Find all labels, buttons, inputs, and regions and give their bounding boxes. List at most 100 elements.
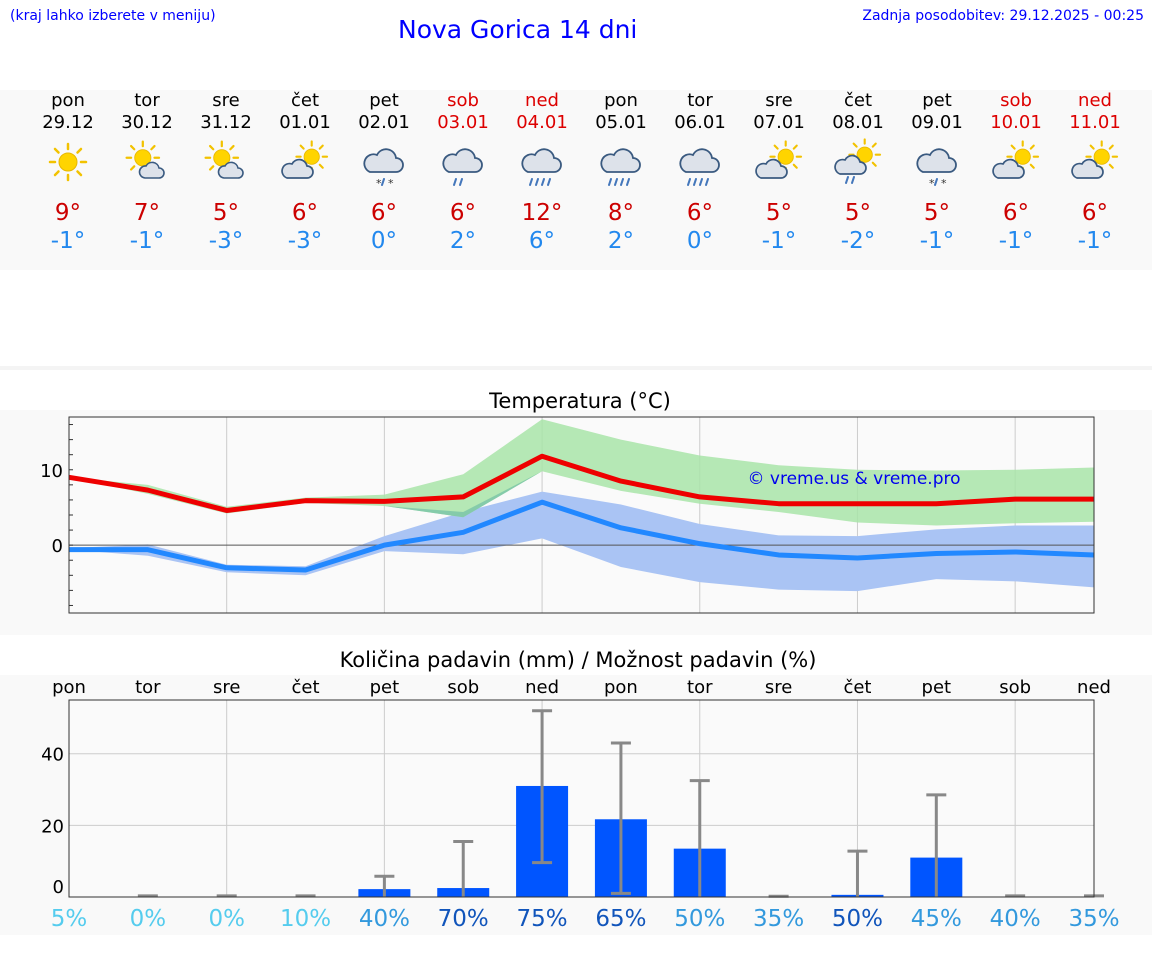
day-date: 11.01	[1069, 112, 1121, 133]
day-date: 06.01	[674, 112, 726, 133]
svg-text:*: *	[388, 177, 394, 190]
min-temperature: -3°	[287, 228, 323, 254]
plot-frame	[68, 699, 1095, 898]
cloud-rain-icon	[441, 140, 485, 186]
min-temperature: -3°	[208, 228, 244, 254]
cloud-sun-icon	[1071, 140, 1119, 184]
max-temperature: 6°	[1002, 200, 1030, 226]
min-temperature: 0°	[686, 228, 714, 254]
min-temperature: -1°	[998, 228, 1034, 254]
probability-label: 45%	[911, 906, 962, 932]
min-temperature: -1°	[129, 228, 165, 254]
category-label: pet	[922, 677, 952, 698]
y-tick-label: 10	[40, 461, 63, 482]
max-temperature: 6°	[291, 200, 319, 226]
probability-label: 40%	[359, 906, 410, 932]
temperature-chart: 0 10 Temperatura (°C) © vreme.us & vreme.pr…	[40, 389, 1095, 614]
probability-label: 0%	[130, 906, 167, 932]
daily-forecast-panel: pon 29.12 9° -1° tor 30.12 7° -1° sre 31.12 5° -3° č…	[0, 90, 1152, 270]
sun-icon	[46, 140, 90, 184]
y-tick-label: 0	[53, 877, 64, 898]
day-name: tor	[134, 90, 160, 111]
day-name: čet	[290, 90, 320, 111]
day-date: 29.12	[42, 112, 94, 133]
category-label: sob	[999, 677, 1031, 698]
precip-chart-title: Količina padavin (mm) / Možnost padavin …	[340, 648, 817, 672]
day-date: 09.01	[911, 112, 963, 133]
max-temperature: 9°	[54, 200, 82, 226]
probability-label: 50%	[674, 906, 725, 932]
probability-label: 35%	[753, 906, 804, 932]
svg-text:*: *	[941, 177, 947, 190]
min-temperature: -1°	[761, 228, 797, 254]
cloud-heavy-rain-icon	[678, 140, 722, 186]
cloud-sun-icon	[755, 140, 803, 184]
day-date: 03.01	[437, 112, 489, 133]
max-temperature: 6°	[686, 200, 714, 226]
max-temperature: 8°	[607, 200, 635, 226]
min-temperature: 2°	[607, 228, 635, 254]
max-temperature: 5°	[844, 200, 872, 226]
temperature-chart-title: Temperatura (°C)	[488, 389, 671, 413]
sun-cloud-icon	[125, 140, 169, 184]
day-name: pet	[922, 90, 952, 111]
category-label: ned	[525, 677, 559, 698]
probability-label: 75%	[517, 906, 568, 932]
location-menu-note: (kraj lahko izberete v meniju)	[10, 8, 216, 24]
category-label: čet	[292, 677, 320, 698]
max-temperature: 5°	[212, 200, 240, 226]
day-name: čet	[843, 90, 873, 111]
day-date: 01.01	[279, 112, 331, 133]
category-label: tor	[687, 677, 713, 698]
probability-label: 70%	[438, 906, 489, 932]
probability-label: 10%	[280, 906, 331, 932]
day-name: sre	[765, 90, 793, 111]
watermark: © vreme.us & vreme.pro	[747, 469, 960, 489]
probability-label: 50%	[832, 906, 883, 932]
cloud-heavy-rain-icon	[599, 140, 643, 186]
cloud-snow-icon: * *	[915, 140, 959, 190]
max-temperature: 6°	[449, 200, 477, 226]
min-temperature-line	[69, 499, 1095, 573]
max-temperature: 7°	[133, 200, 161, 226]
max-temperature: 5°	[765, 200, 793, 226]
cloud-snow-icon: * *	[362, 140, 406, 190]
day-name: tor	[687, 90, 713, 111]
min-temperature: -1°	[1077, 228, 1113, 254]
probability-label: 35%	[1068, 906, 1119, 932]
probability-label: 0%	[208, 906, 245, 932]
category-label: sob	[447, 677, 479, 698]
day-name: pon	[51, 90, 85, 111]
day-date: 30.12	[121, 112, 173, 133]
min-temperature: 2°	[449, 228, 477, 254]
max-temperature: 6°	[370, 200, 398, 226]
category-label: sre	[765, 677, 792, 698]
cloud-heavy-rain-icon	[520, 140, 564, 186]
day-date: 31.12	[200, 112, 252, 133]
max-temperature: 5°	[923, 200, 951, 226]
cloud-sun-rain-icon	[834, 138, 882, 184]
day-date: 04.01	[516, 112, 568, 133]
y-tick-label: 20	[41, 816, 64, 837]
day-name: sob	[1000, 90, 1032, 111]
category-label: pon	[604, 677, 638, 698]
y-tick-label: 0	[52, 536, 63, 557]
category-label: čet	[843, 677, 871, 698]
svg-text:*: *	[376, 177, 382, 190]
day-date: 10.01	[990, 112, 1042, 133]
svg-text:*: *	[929, 177, 935, 190]
day-name: ned	[525, 90, 559, 111]
day-name: pon	[604, 90, 638, 111]
max-temperature: 12°	[521, 200, 563, 226]
max-temperature-line	[68, 453, 1094, 513]
probability-label: 65%	[595, 906, 646, 932]
day-date: 05.01	[595, 112, 647, 133]
sun-cloud-icon	[204, 140, 248, 184]
min-temperature: 6°	[528, 228, 556, 254]
separator	[0, 366, 1152, 370]
category-label: tor	[135, 677, 161, 698]
precipitation-chart: 0 20 40 Količina padavin (mm) / Možnost pad…	[41, 648, 1119, 932]
day-date: 07.01	[753, 112, 805, 133]
y-tick-label: 40	[41, 745, 64, 766]
day-date: 02.01	[358, 112, 410, 133]
